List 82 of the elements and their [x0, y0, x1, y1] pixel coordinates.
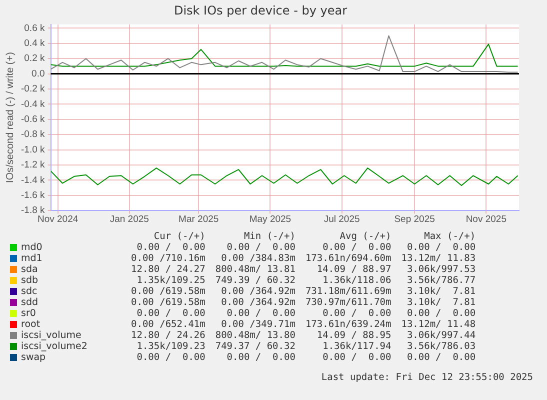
- text: 14.09 / 88.95: [316, 330, 392, 341]
- text: 0.00 / 0.00: [136, 308, 206, 319]
- text: 0.00 / 0.00: [406, 352, 476, 363]
- text: 3.56k/786.03: [406, 341, 476, 352]
- text: 14.09 / 88.97: [316, 264, 392, 275]
- text: 1.35k/109.23: [136, 341, 206, 352]
- legend-label: sr0: [20, 308, 37, 319]
- legend-label: root: [20, 319, 42, 330]
- text: 13.12m/ 11.48: [400, 319, 476, 330]
- y-tick-label: -0.6 k: [20, 114, 46, 126]
- text: 0.00 /349.71m: [220, 319, 296, 330]
- text: 3.10k/ 7.81: [406, 286, 476, 297]
- text: 0.00 / 0.00: [322, 308, 392, 319]
- text: 0.00 / 0.00: [322, 242, 392, 253]
- text: Last update: Fri Dec 12 23:55:00 2025: [321, 372, 533, 383]
- text: 0.00 / 0.00: [226, 308, 296, 319]
- x-tick-label: Jan 2025: [110, 214, 149, 225]
- text: 173.61n/694.60m: [304, 253, 392, 264]
- text: 173.61n/639.24m: [304, 319, 392, 330]
- text: 13.12m/ 11.83: [400, 253, 476, 264]
- text: 12.80 / 24.27: [130, 264, 206, 275]
- text: 730.97m/611.70m: [304, 297, 392, 308]
- x-tick-label: May 2025: [249, 214, 292, 225]
- text: 3.06k/997.53: [406, 264, 476, 275]
- legend-label: md0: [20, 242, 44, 253]
- y-tick-label: -1.8 k: [20, 205, 46, 216]
- text: 0.00 /619.58m: [130, 297, 206, 308]
- text: 12.80 / 24.26: [130, 330, 206, 341]
- legend-label: sdc: [20, 286, 38, 297]
- text: 1.35k/109.25: [136, 275, 206, 286]
- y-axis-title: IOs/second read (-) / write (+): [4, 52, 16, 183]
- text: 800.48m/ 13.81: [214, 264, 296, 275]
- y-tick-label: 0.6 k: [24, 22, 45, 34]
- text: 3.56k/786.77: [406, 275, 476, 286]
- x-tick-label: Nov 2024: [37, 214, 78, 225]
- text: 3.06k/997.44: [406, 330, 476, 341]
- text: 0.00 /652.41m: [130, 319, 206, 330]
- text: 0.00 / 0.00: [136, 242, 206, 253]
- text: 1.36k/118.06: [322, 275, 392, 286]
- legend-label: iscsi_volume2: [20, 341, 88, 352]
- legend-label: sdb: [20, 275, 40, 286]
- text: 0.00 / 0.00: [226, 242, 296, 253]
- text: 731.18m/611.69m: [304, 286, 392, 297]
- text: 0.00 /364.92m: [220, 297, 296, 308]
- x-tick-label: Nov 2025: [466, 214, 506, 225]
- x-tick-label: Sep 2025: [394, 214, 435, 225]
- text: 0.00 / 0.00: [406, 242, 476, 253]
- text: 0.00 / 0.00: [322, 352, 392, 363]
- text: 800.48m/ 13.80: [214, 330, 296, 341]
- y-tick-label: -1.6 k: [20, 190, 46, 202]
- text: 749.39 / 60.32: [214, 275, 296, 286]
- text: 0.00 /619.58m: [130, 286, 206, 297]
- legend-label: sdd: [20, 297, 40, 308]
- text: 749.37 / 60.32: [214, 341, 296, 352]
- y-tick-label: -0.4 k: [20, 98, 46, 110]
- text: Min (-/+): [242, 231, 296, 242]
- chart-title: Disk IOs per device - by year: [174, 3, 348, 18]
- x-tick-label: Jul 2025: [324, 214, 360, 225]
- text: Cur (-/+): [152, 231, 206, 242]
- y-tick-label: -0.8 k: [20, 129, 46, 140]
- text: 3.10k/ 7.81: [406, 297, 476, 308]
- text: 0.00 / 0.00: [136, 352, 206, 363]
- y-tick-label: -1.0 k: [20, 144, 46, 156]
- text: 0.00 /384.83m: [220, 253, 296, 264]
- legend-label: sda: [20, 264, 39, 275]
- y-tick-label: 0.2 k: [24, 53, 45, 64]
- text: Avg (-/+): [338, 231, 392, 242]
- y-tick-label: -1.4 k: [20, 174, 46, 186]
- legend-label: swap: [20, 352, 47, 363]
- y-tick-label: 0.0: [32, 68, 45, 80]
- y-tick-label: -1.2 k: [20, 160, 46, 171]
- text: 0.00 /364.92m: [220, 286, 296, 297]
- y-tick-label: 0.4 k: [24, 38, 45, 50]
- y-tick-label: -0.2 k: [20, 84, 46, 95]
- text: Max (-/+): [423, 231, 476, 242]
- text: 0.00 / 0.00: [226, 352, 296, 363]
- text: 1.36k/117.94: [322, 341, 392, 352]
- text: 0.00 /710.16m: [130, 253, 206, 264]
- text: 0.00 / 0.00: [406, 308, 476, 319]
- legend-label: md1: [20, 253, 44, 264]
- legend-label: iscsi_volume: [20, 330, 82, 341]
- x-tick-label: Mar 2025: [178, 214, 219, 225]
